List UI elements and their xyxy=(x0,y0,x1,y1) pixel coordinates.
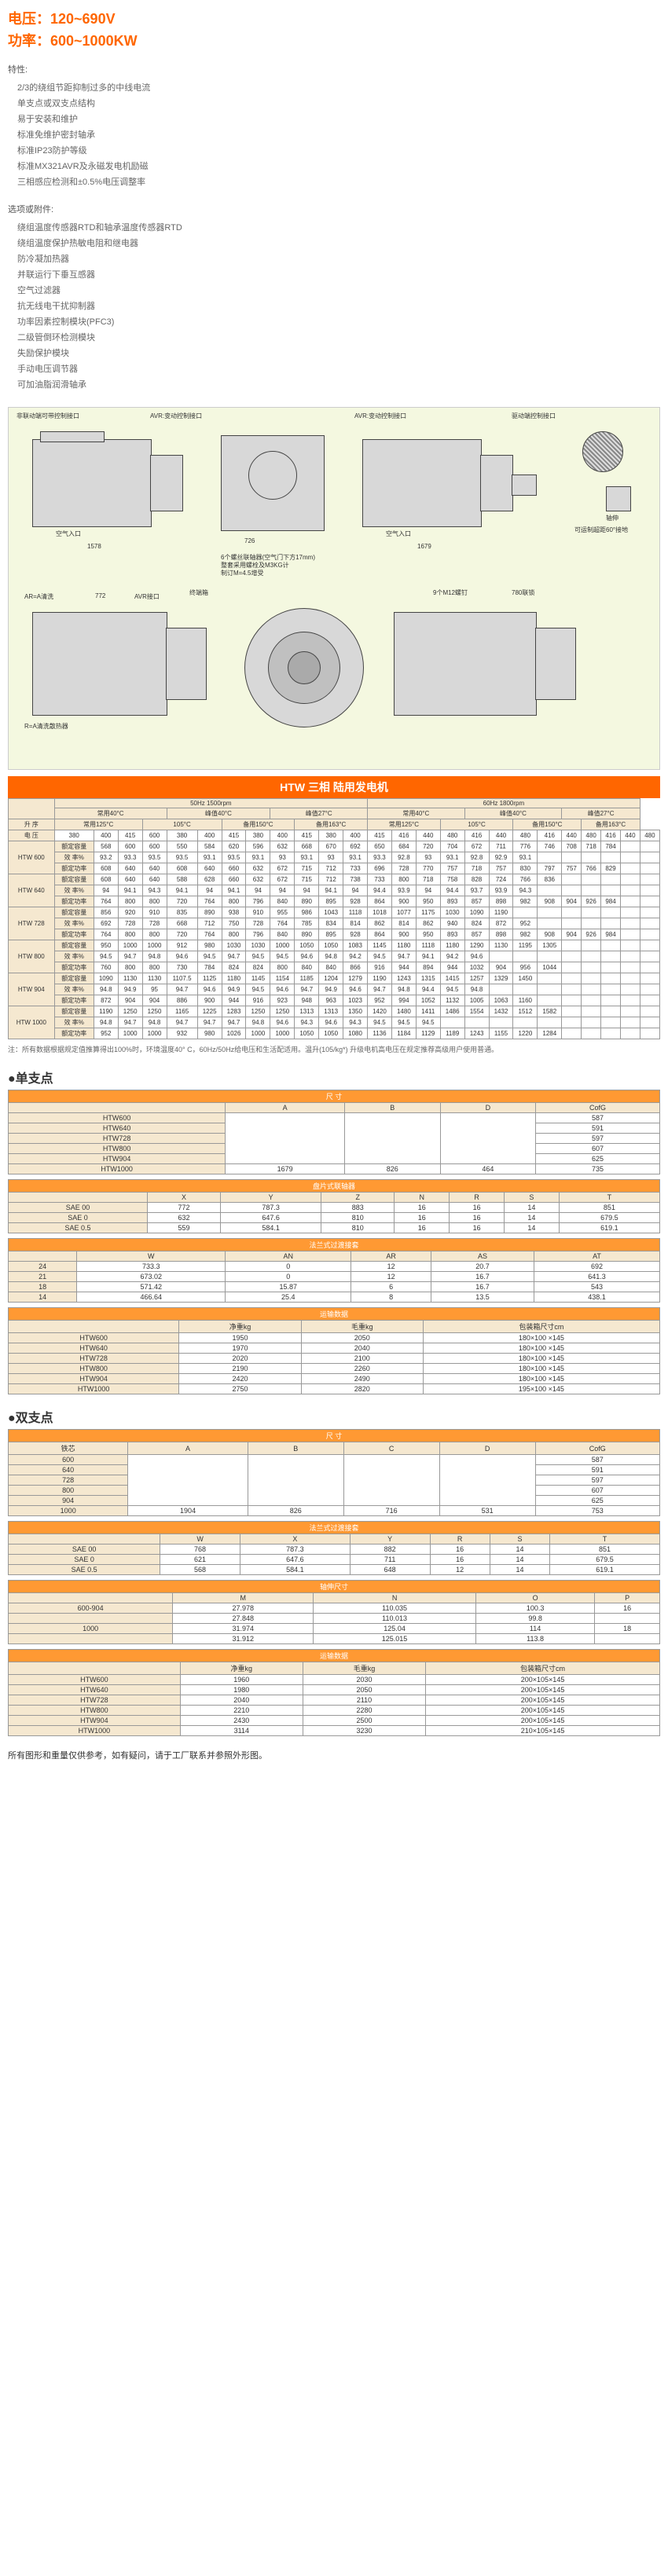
feature-item: 标准MX321AVR及永磁发电机励磁 xyxy=(8,159,660,174)
option-item: 并联运行下垂互感器 xyxy=(8,267,660,283)
technical-diagram: 非联动端可带控制接口 AVR:变动控制接口 空气入口 1578 726 6个螺丝… xyxy=(8,407,660,770)
feature-item: 2/3的绕组节距抑制过多的中线电流 xyxy=(8,80,660,96)
main-spec-table: 50Hz 1500rpm60Hz 1800rpm常用40°C峰值40°C峰值27… xyxy=(8,798,660,1039)
option-item: 手动电压调节器 xyxy=(8,361,660,377)
option-item: 抗无线电干扰抑制器 xyxy=(8,299,660,314)
option-item: 绕组温度保护热敏电阻和继电器 xyxy=(8,236,660,251)
options-title: 选项或附件: xyxy=(8,203,660,215)
features-title: 特性: xyxy=(8,63,660,75)
single-pivot-heading: ●单支点 xyxy=(0,1060,668,1090)
sub-table: 运输数据净重kg毛重kg包装箱尺寸cmHTW60019502050180×100… xyxy=(8,1307,660,1394)
option-item: 防冷凝加热器 xyxy=(8,251,660,267)
option-item: 绕组温度传感器RTD和轴承温度传感器RTD xyxy=(8,220,660,236)
footer-note: 所有图形和重量仅供参考，如有疑问，请于工厂联系并参照外形图。 xyxy=(0,1741,668,1771)
sub-table: 轴伸尺寸MNOP600-90427.978110.035100.31627.84… xyxy=(8,1580,660,1644)
option-item: 失励保护模块 xyxy=(8,346,660,361)
option-item: 二级管倒环检测模块 xyxy=(8,330,660,346)
sub-table: 法兰式过渡接套WANARASAT24733.301220.769221673.0… xyxy=(8,1238,660,1303)
feature-item: 易于安装和维护 xyxy=(8,112,660,127)
sub-table: 尺 寸ABDCofGHTW600587HTW640591HTW728597HTW… xyxy=(8,1090,660,1174)
option-item: 功率因素控制模块(PFC3) xyxy=(8,314,660,330)
sub-table: 尺 寸铁芯ABCDCofG600587640591728597800607904… xyxy=(8,1429,660,1516)
features-list: 2/3的绕组节距抑制过多的中线电流单支点或双支点结构易于安装和维护标准免维护密封… xyxy=(8,80,660,190)
main-table-title: HTW 三相 陆用发电机 xyxy=(8,776,660,798)
feature-item: 三相感应检测和±0.5%电压调整率 xyxy=(8,174,660,190)
note-1: 注：所有数据根据规定值推算得出100%时，环境温度40° C，60Hz/50Hz… xyxy=(0,1039,668,1060)
sub-table: 法兰式过渡接套WXYRSTSAE 00768787.38821614851SAE… xyxy=(8,1521,660,1575)
voltage-heading: 电压：120~690V xyxy=(8,8,660,28)
feature-item: 单支点或双支点结构 xyxy=(8,96,660,112)
option-item: 空气过滤器 xyxy=(8,283,660,299)
options-list: 绕组温度传感器RTD和轴承温度传感器RTD绕组温度保护热敏电阻和继电器防冷凝加热… xyxy=(8,220,660,393)
option-item: 可加油脂润滑轴承 xyxy=(8,377,660,393)
double-pivot-heading: ●双支点 xyxy=(0,1399,668,1429)
power-heading: 功率：600~1000KW xyxy=(8,30,660,50)
sub-table: 盘片式联轴器XYZNRSTSAE 00772787.3883161614851S… xyxy=(8,1179,660,1233)
feature-item: 标准IP23防护等级 xyxy=(8,143,660,159)
sub-table: 运输数据净重kg毛重kg包装箱尺寸cmHTW60019602030200×105… xyxy=(8,1649,660,1736)
feature-item: 标准免维护密封轴承 xyxy=(8,127,660,143)
